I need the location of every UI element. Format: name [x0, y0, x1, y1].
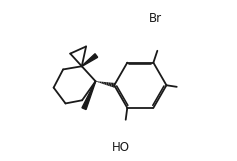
Text: HO: HO — [111, 141, 129, 154]
Polygon shape — [82, 81, 96, 109]
Polygon shape — [82, 54, 98, 66]
Text: Br: Br — [149, 11, 163, 24]
